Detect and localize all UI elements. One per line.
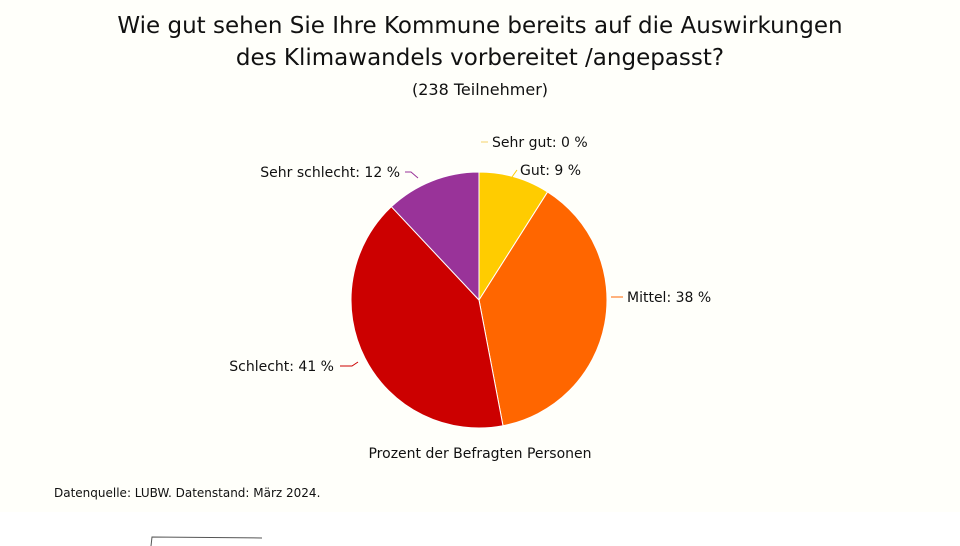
pie-slice-sehr-schlecht: [390, 171, 480, 302]
chart-subtitle: (238 Teilnehmer): [411, 80, 549, 99]
data-label-sehr-gut: Sehr gut: 0 %: [492, 135, 588, 151]
leader-line-sehr-schlecht: [405, 171, 419, 179]
chart-title: Wie gut sehen Sie Ihre Kommune bereits a…: [0, 10, 960, 74]
chart-title-line-1: Wie gut sehen Sie Ihre Kommune bereits a…: [117, 13, 843, 39]
data-label-schlecht: Schlecht: 41 %: [229, 359, 334, 375]
decorative-line: [150, 536, 262, 546]
data-label-sehr-schlecht: Sehr schlecht: 12 %: [260, 165, 400, 181]
x-axis-label: Prozent der Befragten Personen: [368, 446, 592, 462]
pie-slice-mittel: [478, 191, 608, 427]
leader-line-schlecht: [340, 361, 359, 367]
data-source-note: Datenquelle: LUBW. Datenstand: März 2024…: [54, 486, 321, 500]
chart-title-line-2: des Klimawandels vorbereitet /angepasst?: [235, 45, 725, 71]
leader-line-gut: [511, 169, 518, 178]
data-label-gut: Gut: 9 %: [520, 163, 581, 179]
pie-chart: Sehr gut: 0 % Gut: 9 % Mittel: 38 % Schlech…: [229, 135, 711, 429]
data-label-mittel: Mittel: 38 %: [627, 290, 711, 306]
pie-slice-schlecht: [350, 205, 504, 429]
